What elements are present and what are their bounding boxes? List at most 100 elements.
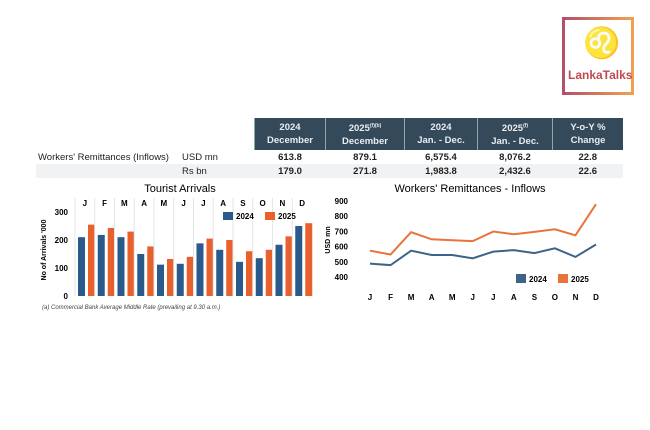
legend-swatch (265, 212, 275, 220)
bar-2025 (226, 240, 234, 296)
col-header: Y-o-Y % Change (552, 118, 623, 151)
x-tick-label: M (408, 293, 415, 302)
bar-2024 (176, 263, 184, 296)
bar-2025 (305, 223, 313, 296)
x-tick-label: J (471, 293, 475, 302)
col-header: 2024 Jan. - Dec. (404, 118, 478, 151)
legend-label: 2025 (278, 212, 296, 221)
table-row: Rs bn 179.0 271.8 1,983.8 2,432.6 22.6 (36, 164, 623, 179)
col-header: 2025(f) Jan. - Dec. (477, 118, 553, 151)
x-tick-label: S (240, 199, 246, 208)
x-tick-label: M (161, 199, 168, 208)
y-tick-label: 300 (55, 208, 69, 217)
lankatalks-logo: ♌ LankaTalks (562, 17, 634, 95)
y-tick-label: 900 (335, 197, 349, 206)
x-tick-label: F (102, 199, 107, 208)
y-tick-label: 100 (55, 264, 69, 273)
x-tick-label: J (368, 293, 372, 302)
bar-2025 (246, 251, 253, 296)
y-axis-label: USD mn (325, 226, 332, 253)
cell: 8,076.2 (499, 151, 531, 163)
cell: 6,575.4 (425, 151, 457, 163)
x-tick-label: O (260, 199, 266, 208)
bar-2024 (157, 264, 164, 296)
table-row: Workers' Remittances (Inflows) USD mn 613… (36, 150, 623, 164)
bar-2024 (97, 234, 105, 296)
bar-2025 (186, 256, 194, 296)
row-label: Workers' Remittances (Inflows) (38, 151, 169, 163)
remittances-table: 2024 December 2025(f)(b) December 2024 Jan.… (36, 118, 623, 179)
row-unit: USD mn (182, 151, 218, 163)
col-header: 2024 December (254, 118, 326, 151)
bar-2025 (127, 231, 135, 296)
y-tick-label: 800 (335, 212, 349, 221)
bar-2025 (206, 238, 214, 296)
chart-title: Tourist Arrivals (144, 183, 216, 195)
logo-text: LankaTalks (568, 68, 633, 82)
bar-2024 (117, 237, 125, 296)
x-tick-label: N (573, 293, 579, 302)
remittances-chart: Workers' Remittances - Inflows J F M A M J J A S O… (325, 183, 599, 302)
y-tick-label: 500 (335, 258, 349, 267)
legend-label: 2024 (236, 212, 254, 221)
x-tick-label: J (491, 293, 495, 302)
x-tick-label: M (121, 199, 128, 208)
legend-swatch (223, 212, 233, 220)
x-tick-label: A (429, 293, 435, 302)
x-tick-label: F (388, 293, 393, 302)
bar-2025 (107, 227, 115, 296)
legend-swatch (558, 274, 568, 283)
tourist-arrivals-chart: Tourist Arrivals J F M A M J J A S O N D 0 100 200 300 No… (41, 183, 313, 301)
bar-2025 (147, 246, 155, 296)
x-tick-label: J (201, 199, 205, 208)
cell: 22.8 (578, 151, 598, 163)
x-tick-label: A (141, 199, 147, 208)
bar-2024 (216, 249, 224, 296)
legend-label: 2024 (529, 275, 547, 284)
legend-label: 2025 (571, 275, 589, 284)
bar-2024 (236, 261, 243, 296)
y-tick-label: 700 (335, 227, 349, 236)
x-tick-label: J (181, 199, 185, 208)
cell: 613.8 (278, 151, 302, 163)
line-2024 (369, 243, 597, 267)
x-tick-label: D (299, 199, 305, 208)
x-tick-label: S (532, 293, 538, 302)
bar-2025 (285, 236, 293, 296)
cell: 22.6 (552, 164, 623, 179)
bar-2025 (167, 259, 174, 296)
legend-swatch (516, 274, 526, 283)
bar-2024 (137, 254, 145, 296)
table-header-row: 2024 December 2025(f)(b) December 2024 Jan.… (36, 118, 623, 151)
cell: 179.0 (254, 164, 326, 179)
y-tick-label: 400 (335, 273, 349, 282)
bar-2024 (255, 258, 263, 296)
cell: 879.1 (353, 151, 377, 163)
row-unit: Rs bn (180, 164, 255, 179)
row-label (36, 164, 180, 179)
x-tick-label: M (449, 293, 456, 302)
x-tick-label: A (220, 199, 226, 208)
cell: 2,432.6 (477, 164, 553, 179)
x-tick-label: A (511, 293, 517, 302)
footnote: (a) Commercial Bank Average Middle Rate … (42, 305, 221, 311)
chart-title: Workers' Remittances - Inflows (394, 183, 546, 195)
lion-icon: ♌ (583, 27, 621, 60)
x-tick-label: N (279, 199, 285, 208)
x-tick-label: O (552, 293, 558, 302)
bar-2024 (275, 244, 283, 296)
bar-2025 (88, 224, 95, 296)
line-2025 (369, 203, 597, 256)
y-axis-label: No of Arrivals '000 (41, 219, 48, 280)
bar-2024 (196, 243, 204, 296)
x-tick-label: J (83, 199, 87, 208)
bar-2024 (295, 226, 303, 296)
cell: 271.8 (325, 164, 405, 179)
y-tick-label: 600 (335, 243, 349, 252)
y-tick-label: 200 (55, 236, 69, 245)
bar-2024 (78, 237, 85, 296)
bar-2025 (265, 249, 273, 296)
col-header: 2025(f)(b) December (325, 118, 405, 151)
cell: 1,983.8 (404, 164, 478, 179)
y-tick-label: 0 (64, 292, 69, 301)
